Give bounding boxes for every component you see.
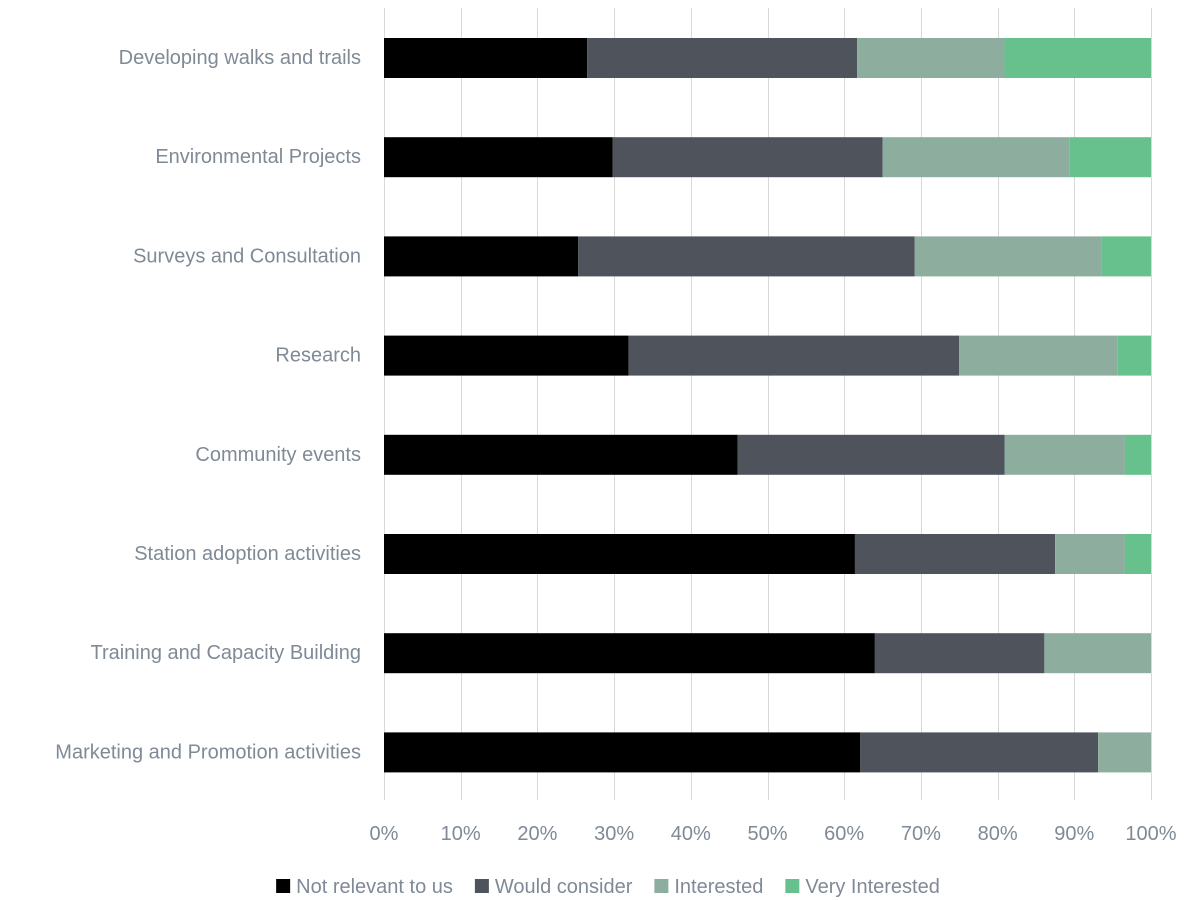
bar-segment xyxy=(384,534,855,574)
bar-segment xyxy=(628,335,960,376)
bar-segment xyxy=(384,335,629,376)
category-labels: Developing walks and trails Environmental… xyxy=(55,47,361,763)
bar-segment xyxy=(578,236,915,277)
category-label: Marketing and Promotion activities xyxy=(55,741,361,763)
legend-label: Not relevant to us xyxy=(296,876,453,898)
x-tick-label: 70% xyxy=(901,823,941,845)
x-tick-label: 30% xyxy=(594,823,634,845)
bar-segment xyxy=(854,534,1056,574)
category-label: Research xyxy=(275,345,361,367)
bar-segment xyxy=(1124,534,1151,574)
x-tick-label: 10% xyxy=(441,823,481,845)
bar-segment xyxy=(857,38,1005,78)
bar-segment xyxy=(384,38,588,78)
bar-segment xyxy=(1098,732,1151,773)
legend-label: Would consider xyxy=(495,876,633,898)
bar-segment xyxy=(874,633,1045,674)
legend-item: Very Interested xyxy=(785,876,940,898)
legend-label: Very Interested xyxy=(805,876,940,898)
legend-item: Interested xyxy=(654,876,763,898)
gridlines xyxy=(384,8,1152,800)
x-tick-label: 90% xyxy=(1054,823,1094,845)
bar-segment xyxy=(1101,236,1151,277)
x-tick-labels: 0% 10% 20% 30% 40% 50% 60% 70% 80% 90% 100% xyxy=(370,823,1177,845)
legend-swatch xyxy=(654,879,669,893)
legend-item: Would consider xyxy=(474,876,633,898)
bar-segment xyxy=(612,137,883,178)
bar-segment xyxy=(587,38,858,78)
bar-segment xyxy=(959,335,1118,376)
legend: Not relevant to us Would consider Interest… xyxy=(276,876,940,898)
legend-swatch xyxy=(785,879,800,893)
x-tick-label: 20% xyxy=(517,823,557,845)
x-tick-label: 40% xyxy=(671,823,711,845)
x-tick-label: 0% xyxy=(370,823,399,845)
x-tick-label: 80% xyxy=(978,823,1018,845)
legend-item: Not relevant to us xyxy=(276,876,453,898)
category-label: Community events xyxy=(195,444,361,466)
bar-segment xyxy=(1117,335,1151,376)
legend-swatch xyxy=(474,879,489,893)
bar-segment xyxy=(384,732,861,773)
bars xyxy=(384,38,1151,773)
category-label: Environmental Projects xyxy=(155,146,361,168)
bar-segment xyxy=(882,137,1070,178)
category-label: Developing walks and trails xyxy=(119,47,361,69)
bar-segment xyxy=(384,434,738,475)
bar-segment xyxy=(1069,137,1151,178)
bar-segment xyxy=(1044,633,1151,674)
x-tick-label: 50% xyxy=(747,823,787,845)
bar-segment xyxy=(860,732,1099,773)
x-tick-label: 60% xyxy=(824,823,864,845)
legend-swatch xyxy=(276,879,291,893)
bar-segment xyxy=(384,633,875,674)
category-label: Surveys and Consultation xyxy=(133,245,361,267)
bar-segment xyxy=(737,434,1005,475)
legend-label: Interested xyxy=(674,876,763,898)
bar-segment xyxy=(1004,38,1151,78)
bar-segment xyxy=(1004,434,1125,475)
category-label: Training and Capacity Building xyxy=(90,642,361,664)
x-tick-label: 100% xyxy=(1125,823,1176,845)
category-label: Station adoption activities xyxy=(134,543,361,565)
bar-segment xyxy=(384,137,613,178)
bar-segment xyxy=(914,236,1102,277)
bar-segment xyxy=(384,236,579,277)
bar-segment xyxy=(1124,434,1151,475)
bar-segment xyxy=(1055,534,1125,574)
